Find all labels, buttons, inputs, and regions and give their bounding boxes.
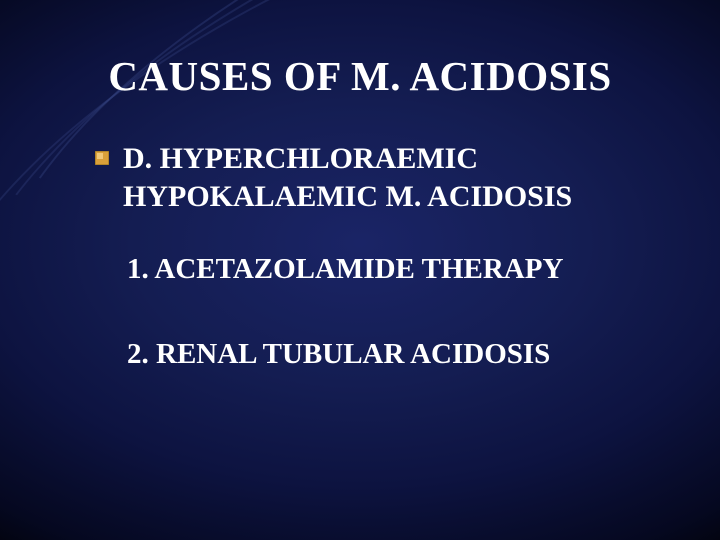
slide-content: D. HYPERCHLORAEMIC HYPOKALAEMIC M. ACIDO… — [95, 140, 660, 422]
bullet-icon — [95, 151, 109, 165]
list-item: 1. ACETAZOLAMIDE THERAPY — [127, 251, 660, 289]
bullet-section: D. HYPERCHLORAEMIC HYPOKALAEMIC M. ACIDO… — [95, 140, 660, 217]
slide-title: CAUSES OF M. ACIDOSIS — [0, 52, 720, 100]
list-item: 2. RENAL TUBULAR ACIDOSIS — [127, 336, 660, 374]
section-heading: D. HYPERCHLORAEMIC HYPOKALAEMIC M. ACIDO… — [123, 140, 660, 217]
slide: CAUSES OF M. ACIDOSIS D. HYPERCHLORAEMIC… — [0, 0, 720, 540]
